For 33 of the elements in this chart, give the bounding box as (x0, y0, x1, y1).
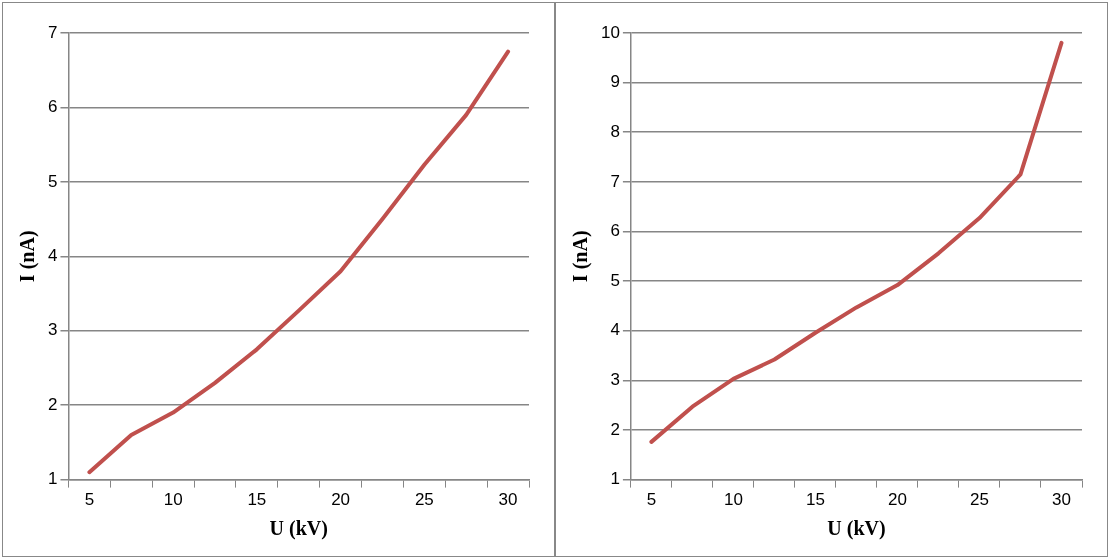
x-tick-label: 20 (331, 490, 351, 510)
x-tick-label: 15 (247, 490, 267, 510)
y-tick-label: 4 (610, 320, 620, 340)
y-tick-label: 5 (47, 171, 58, 191)
y-tick-label: 6 (47, 97, 58, 117)
x-tick-label: 10 (723, 490, 743, 510)
x-tick-label: 5 (646, 490, 657, 510)
y-tick-label: 10 (600, 22, 620, 42)
x-tick-label: 30 (1052, 490, 1071, 510)
y-tick-label: 7 (610, 171, 620, 191)
x-tick-label: 5 (84, 490, 95, 510)
y-tick-label: 2 (47, 394, 58, 414)
y-axis-title: I (nA) (569, 230, 593, 283)
y-tick-label: 5 (610, 270, 620, 290)
y-tick-label: 7 (47, 22, 58, 42)
y-tick-label: 1 (47, 469, 58, 489)
y-tick-label: 3 (610, 370, 620, 390)
y-tick-label: 3 (47, 320, 58, 340)
x-tick-label: 25 (414, 490, 434, 510)
x-tick-label: 30 (498, 490, 518, 510)
y-tick-label: 4 (47, 245, 58, 265)
y-tick-label: 1 (610, 469, 620, 489)
y-tick-label: 9 (610, 72, 620, 92)
x-tick-label: 20 (888, 490, 907, 510)
y-axis-title: I (nA) (16, 230, 40, 283)
x-axis-title: U (kV) (827, 517, 886, 541)
y-tick-label: 2 (610, 419, 620, 439)
x-tick-label: 25 (970, 490, 989, 510)
y-tick-label: 8 (610, 121, 620, 141)
x-tick-label: 15 (805, 490, 825, 510)
x-tick-label: 10 (163, 490, 183, 510)
y-tick-label: 6 (610, 221, 620, 241)
x-axis-title: U (kV) (269, 517, 328, 541)
